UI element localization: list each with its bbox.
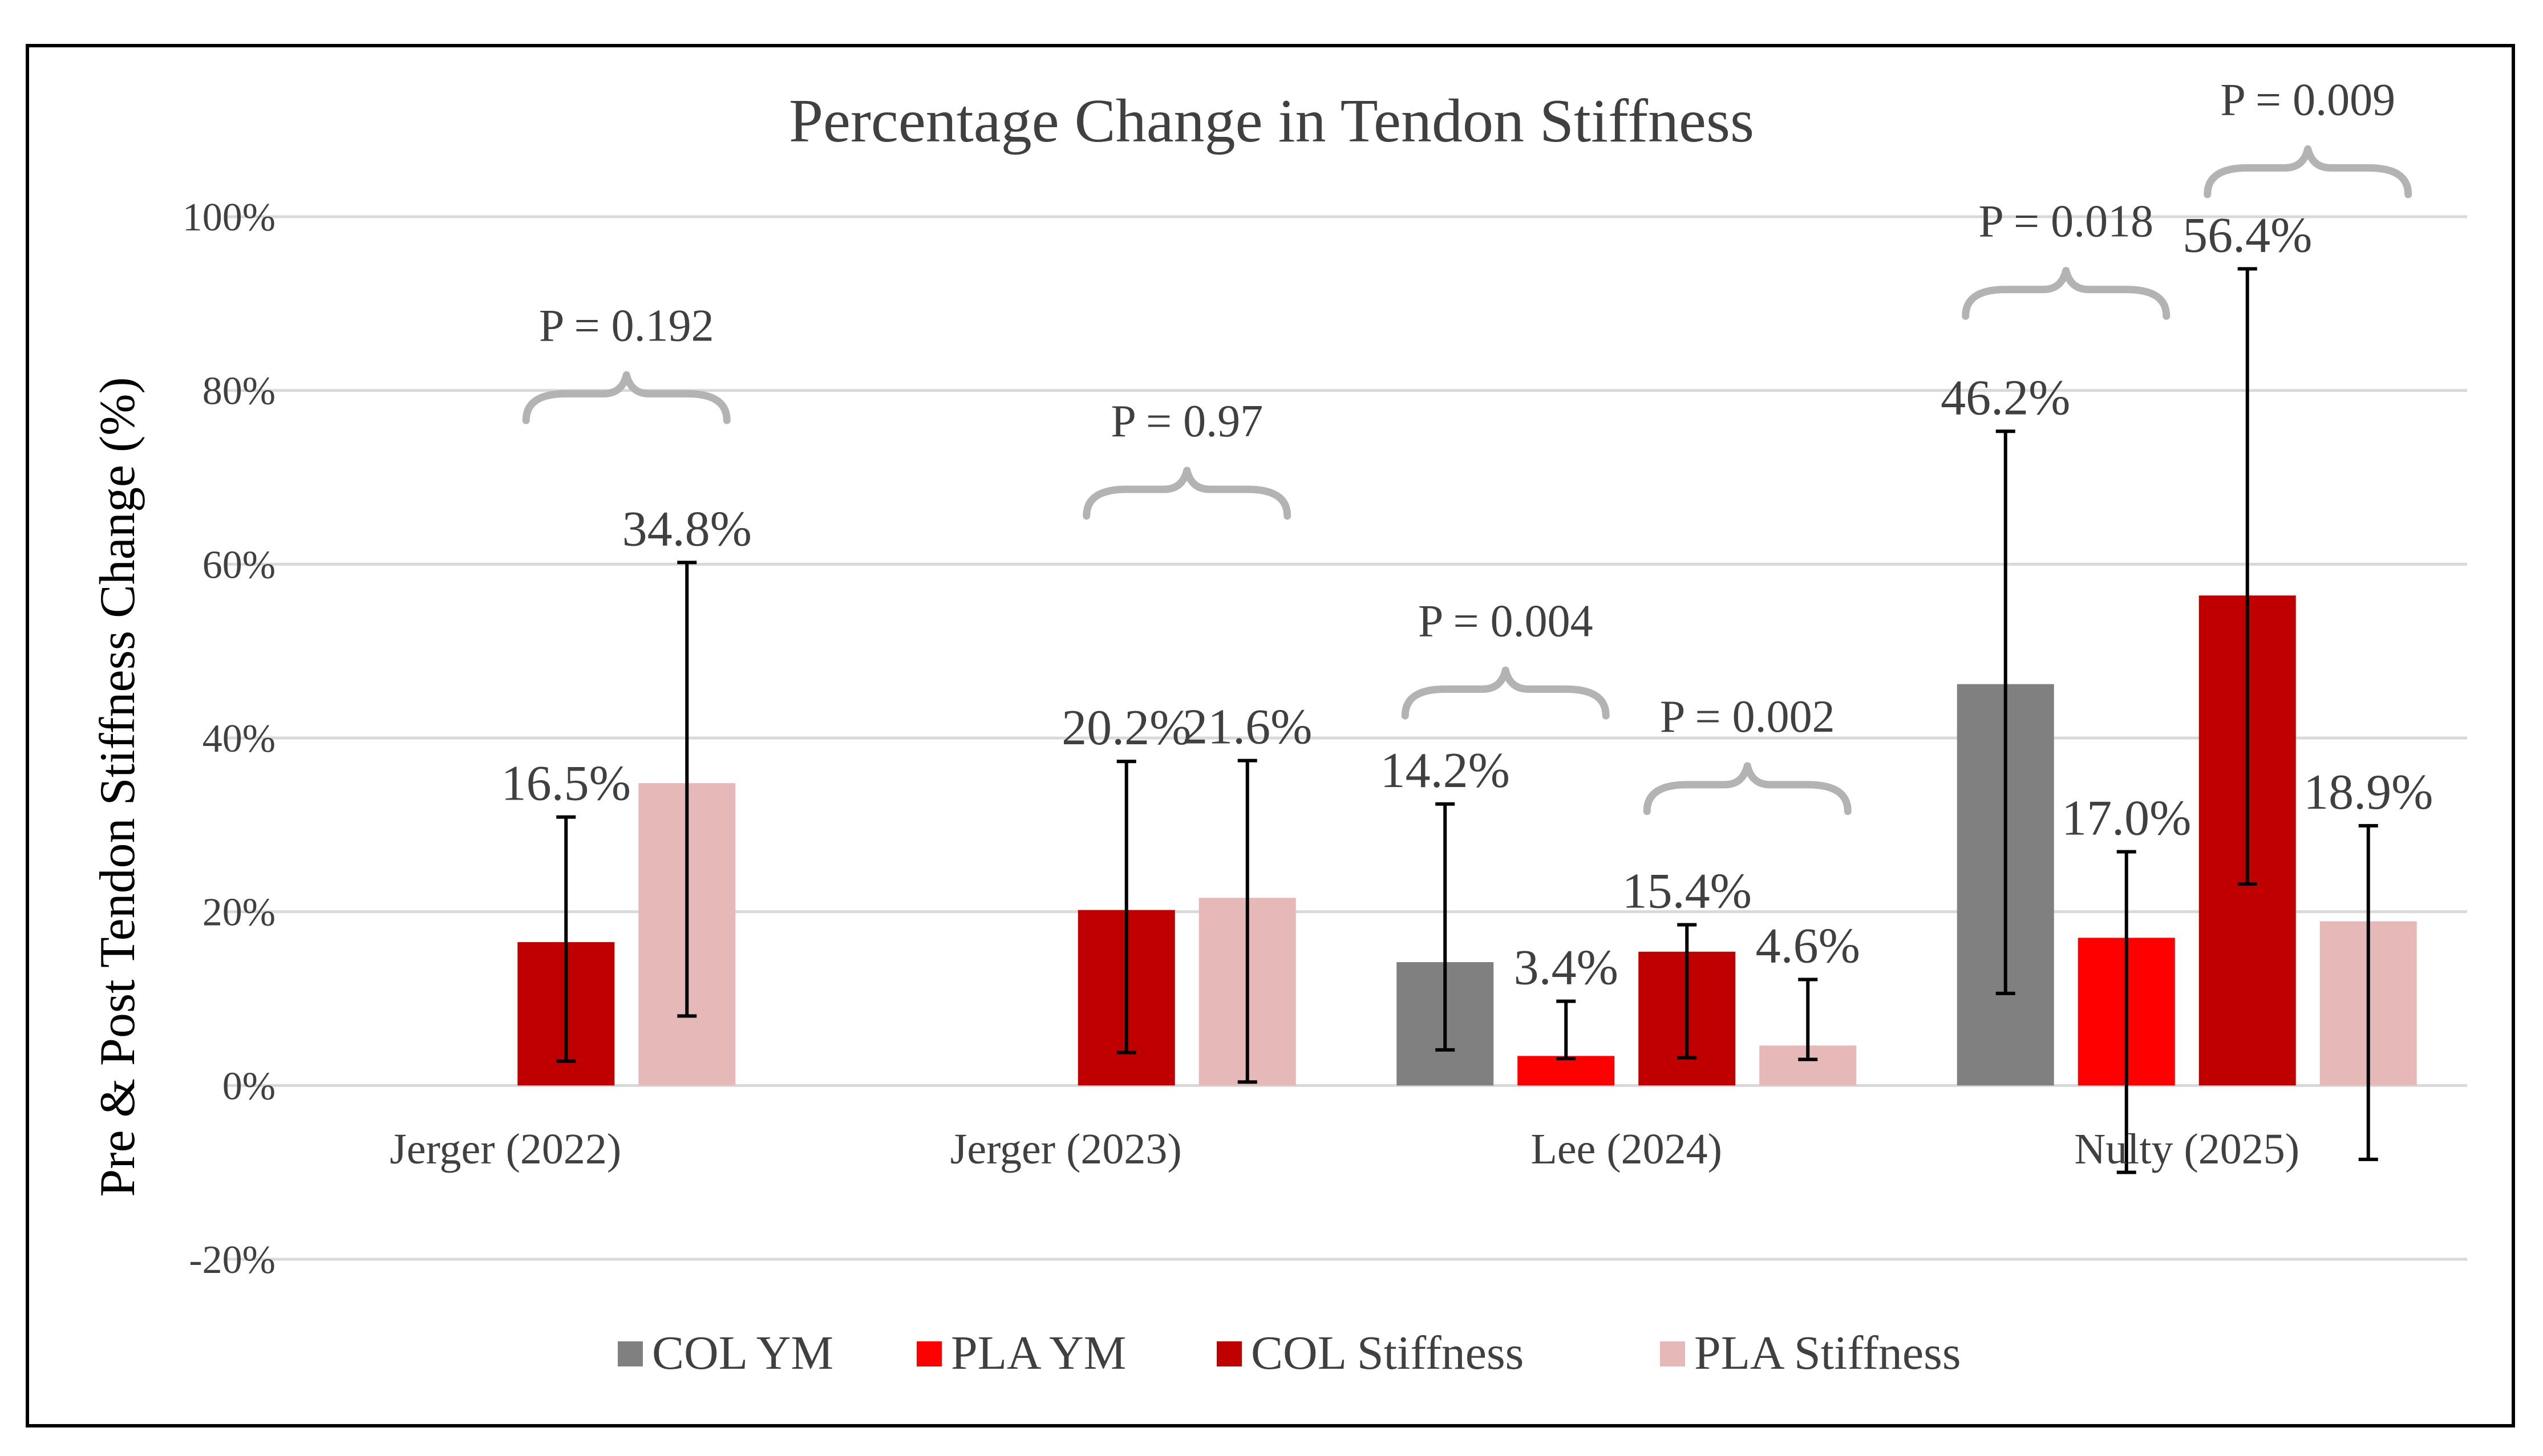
brace [2204, 145, 2412, 198]
p-value-annotation: P = 0.97 [1083, 396, 1291, 520]
error-bar [2358, 824, 2378, 1161]
p-value-label: P = 0.97 [1111, 396, 1263, 447]
p-value-label: P = 0.018 [1978, 197, 2153, 247]
error-bar [1677, 923, 1697, 1060]
legend-swatch [1660, 1341, 1685, 1366]
y-tick-label: 40% [203, 717, 276, 761]
error-bar [1995, 429, 2015, 995]
data-label: 3.4% [1514, 940, 1618, 996]
data-label: 16.5% [501, 756, 631, 812]
error-bar [2116, 850, 2136, 1174]
y-axis-label: Pre & Post Tendon Stiffness Change (%) [90, 377, 145, 1197]
legend-swatch [1217, 1341, 1242, 1366]
data-label: 34.8% [622, 501, 752, 557]
error-bar [1435, 802, 1455, 1052]
data-label: 17.0% [2062, 791, 2191, 846]
x-category-label: Lee (2024) [1530, 1125, 1722, 1173]
x-category-label: Jerger (2022) [390, 1125, 621, 1173]
data-label: 20.2% [1062, 700, 1191, 756]
y-tick-label: 80% [203, 370, 276, 413]
p-value-annotation: P = 0.009 [2204, 75, 2412, 198]
chart-frame [26, 44, 2515, 1427]
data-label: 14.2% [1380, 743, 1510, 798]
data-label: 18.9% [2303, 765, 2433, 820]
data-labels: 14.2% 46.2% 3.4% 17.0% 16.5% 20.2% 15.4% 56.4% 3… [501, 208, 2433, 995]
legend: COL YM PLA YM COL Stiffness PLA Stiffness [618, 1327, 1961, 1380]
brace [1083, 467, 1291, 520]
x-category-label: Nulty (2025) [2074, 1125, 2299, 1173]
data-label: 15.4% [1622, 864, 1752, 919]
y-tick-label: 0% [222, 1064, 276, 1108]
brace [522, 371, 731, 424]
data-label: 4.6% [1756, 918, 1860, 974]
legend-swatch [917, 1341, 942, 1366]
y-tick-label: 100% [183, 196, 276, 240]
y-tick-label: 20% [203, 891, 276, 935]
error-bar [1237, 759, 1257, 1084]
bar [1517, 1056, 1615, 1086]
p-value-annotation: P = 0.018 [1962, 197, 2171, 320]
error-bar [677, 561, 697, 1018]
p-value-label: P = 0.002 [1660, 692, 1835, 742]
x-axis-categories: Jerger (2022) Jerger (2023) Lee (2024) Nult… [390, 1125, 2299, 1173]
error-bar [1116, 760, 1136, 1055]
brace [1962, 267, 2171, 320]
y-tick-label: 60% [203, 543, 276, 587]
data-label: 21.6% [1183, 700, 1312, 755]
p-value-label: P = 0.009 [2220, 75, 2395, 125]
error-bar [2237, 267, 2257, 886]
brace [1643, 762, 1852, 816]
x-category-label: Jerger (2023) [950, 1125, 1182, 1173]
p-value-annotation: P = 0.192 [522, 301, 731, 424]
y-axis-ticks: 100% 80% 60% 40% 20% 0% -20% [183, 196, 276, 1282]
p-value-annotation: P = 0.002 [1643, 692, 1852, 816]
error-bar [556, 815, 576, 1063]
legend-label: COL YM [652, 1327, 833, 1380]
legend-label: PLA Stiffness [1694, 1327, 1961, 1380]
legend-item: COL Stiffness [1217, 1327, 1524, 1380]
legend-label: COL Stiffness [1251, 1327, 1524, 1380]
legend-label: PLA YM [951, 1327, 1126, 1380]
error-bar [1798, 978, 1818, 1061]
p-value-label: P = 0.004 [1418, 596, 1593, 646]
error-bar [1556, 999, 1576, 1061]
significance-annotations: P = 0.192 P = 0.97 P = 0.004 P = 0.002 P = 0… [522, 75, 2412, 816]
data-label: 46.2% [1941, 370, 2070, 425]
y-tick-label: -20% [189, 1238, 276, 1282]
brace [1401, 666, 1610, 720]
legend-item: PLA YM [917, 1327, 1126, 1380]
legend-item: COL YM [618, 1327, 833, 1380]
error-bars [556, 267, 2378, 1174]
data-label: 56.4% [2182, 208, 2312, 263]
legend-swatch [618, 1341, 643, 1366]
chart-title: Percentage Change in Tendon Stiffness [789, 87, 1754, 155]
legend-item: PLA Stiffness [1660, 1327, 1961, 1380]
p-value-annotation: P = 0.004 [1401, 596, 1610, 720]
p-value-label: P = 0.192 [539, 301, 714, 351]
